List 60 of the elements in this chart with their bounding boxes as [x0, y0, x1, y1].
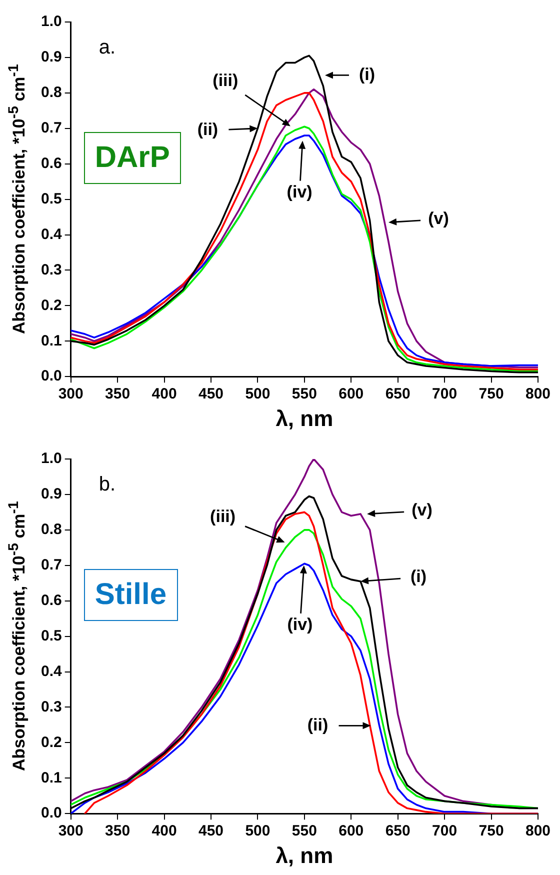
- x-tick-label: 600: [338, 386, 364, 403]
- y-tick-label: 0.3: [40, 698, 62, 716]
- annotation: (i): [410, 567, 427, 586]
- annotation: (v): [412, 500, 432, 520]
- annotation: DArP: [84, 132, 181, 184]
- y-tick-label: 0.2: [40, 296, 62, 314]
- y-tick-label: 0.4: [40, 662, 62, 680]
- y-tick-label: 0.0: [40, 368, 62, 385]
- annotation: (iii): [210, 507, 236, 526]
- x-tick-label: 550: [292, 386, 317, 403]
- y-tick-label: 0.9: [40, 48, 62, 66]
- annotation: (ii): [307, 715, 328, 734]
- y-tick-label: 0.1: [40, 332, 62, 350]
- x-tick-label: 600: [338, 822, 364, 840]
- y-tick-label: 0.4: [40, 226, 62, 243]
- y-tick-label: 0.5: [40, 190, 62, 208]
- x-tick-label: 300: [58, 386, 84, 403]
- x-tick-label: 700: [432, 822, 458, 840]
- x-tick-label: 350: [105, 386, 130, 403]
- x-tick-label: 750: [478, 822, 504, 840]
- y-tick-label: 1.0: [40, 13, 62, 30]
- y-tick-label: 0.6: [40, 154, 62, 172]
- annotation: (iv): [287, 615, 313, 634]
- y-tick-label: 0.0: [40, 804, 62, 822]
- y-tick-label: 0.9: [40, 486, 62, 503]
- x-tick-label: 800: [525, 386, 551, 403]
- y-tick-label: 0.8: [40, 84, 62, 102]
- annotation: b.: [98, 474, 116, 496]
- x-tick-label: 450: [198, 386, 224, 403]
- annotation: (iv): [286, 182, 312, 202]
- x-axis-title: λ, nm: [276, 406, 334, 431]
- annotation: (i): [358, 64, 376, 84]
- x-tick-label: 550: [292, 822, 317, 840]
- x-tick-label: 300: [58, 822, 84, 840]
- y-tick-label: 0.6: [40, 592, 62, 609]
- x-tick-label: 650: [385, 386, 410, 403]
- annotation: a.: [98, 36, 116, 59]
- annotation: (iii): [212, 70, 238, 90]
- y-tick-label: 0.8: [40, 521, 62, 538]
- y-tick-label: 0.5: [40, 627, 62, 644]
- annotation: Stille: [84, 568, 178, 621]
- x-tick-label: 500: [245, 822, 270, 840]
- x-tick-label: 800: [525, 822, 551, 840]
- x-tick-label: 650: [385, 822, 410, 840]
- x-axis-title: λ, nm: [276, 842, 334, 868]
- annotation: (v): [428, 209, 449, 228]
- x-tick-label: 350: [105, 822, 130, 840]
- y-tick-label: 0.7: [40, 556, 62, 574]
- x-tick-label: 750: [478, 386, 504, 403]
- x-tick-label: 400: [152, 386, 177, 403]
- y-tick-label: 0.1: [40, 769, 62, 786]
- y-tick-label: 0.7: [40, 120, 62, 137]
- x-tick-label: 400: [152, 822, 177, 840]
- y-tick-label: 0.2: [40, 734, 62, 751]
- y-tick-label: 1.0: [40, 450, 62, 468]
- x-tick-label: 450: [198, 822, 224, 840]
- annotation: (ii): [197, 120, 218, 140]
- y-tick-label: 0.3: [40, 261, 62, 278]
- x-tick-label: 500: [245, 386, 270, 403]
- x-tick-label: 700: [432, 386, 458, 403]
